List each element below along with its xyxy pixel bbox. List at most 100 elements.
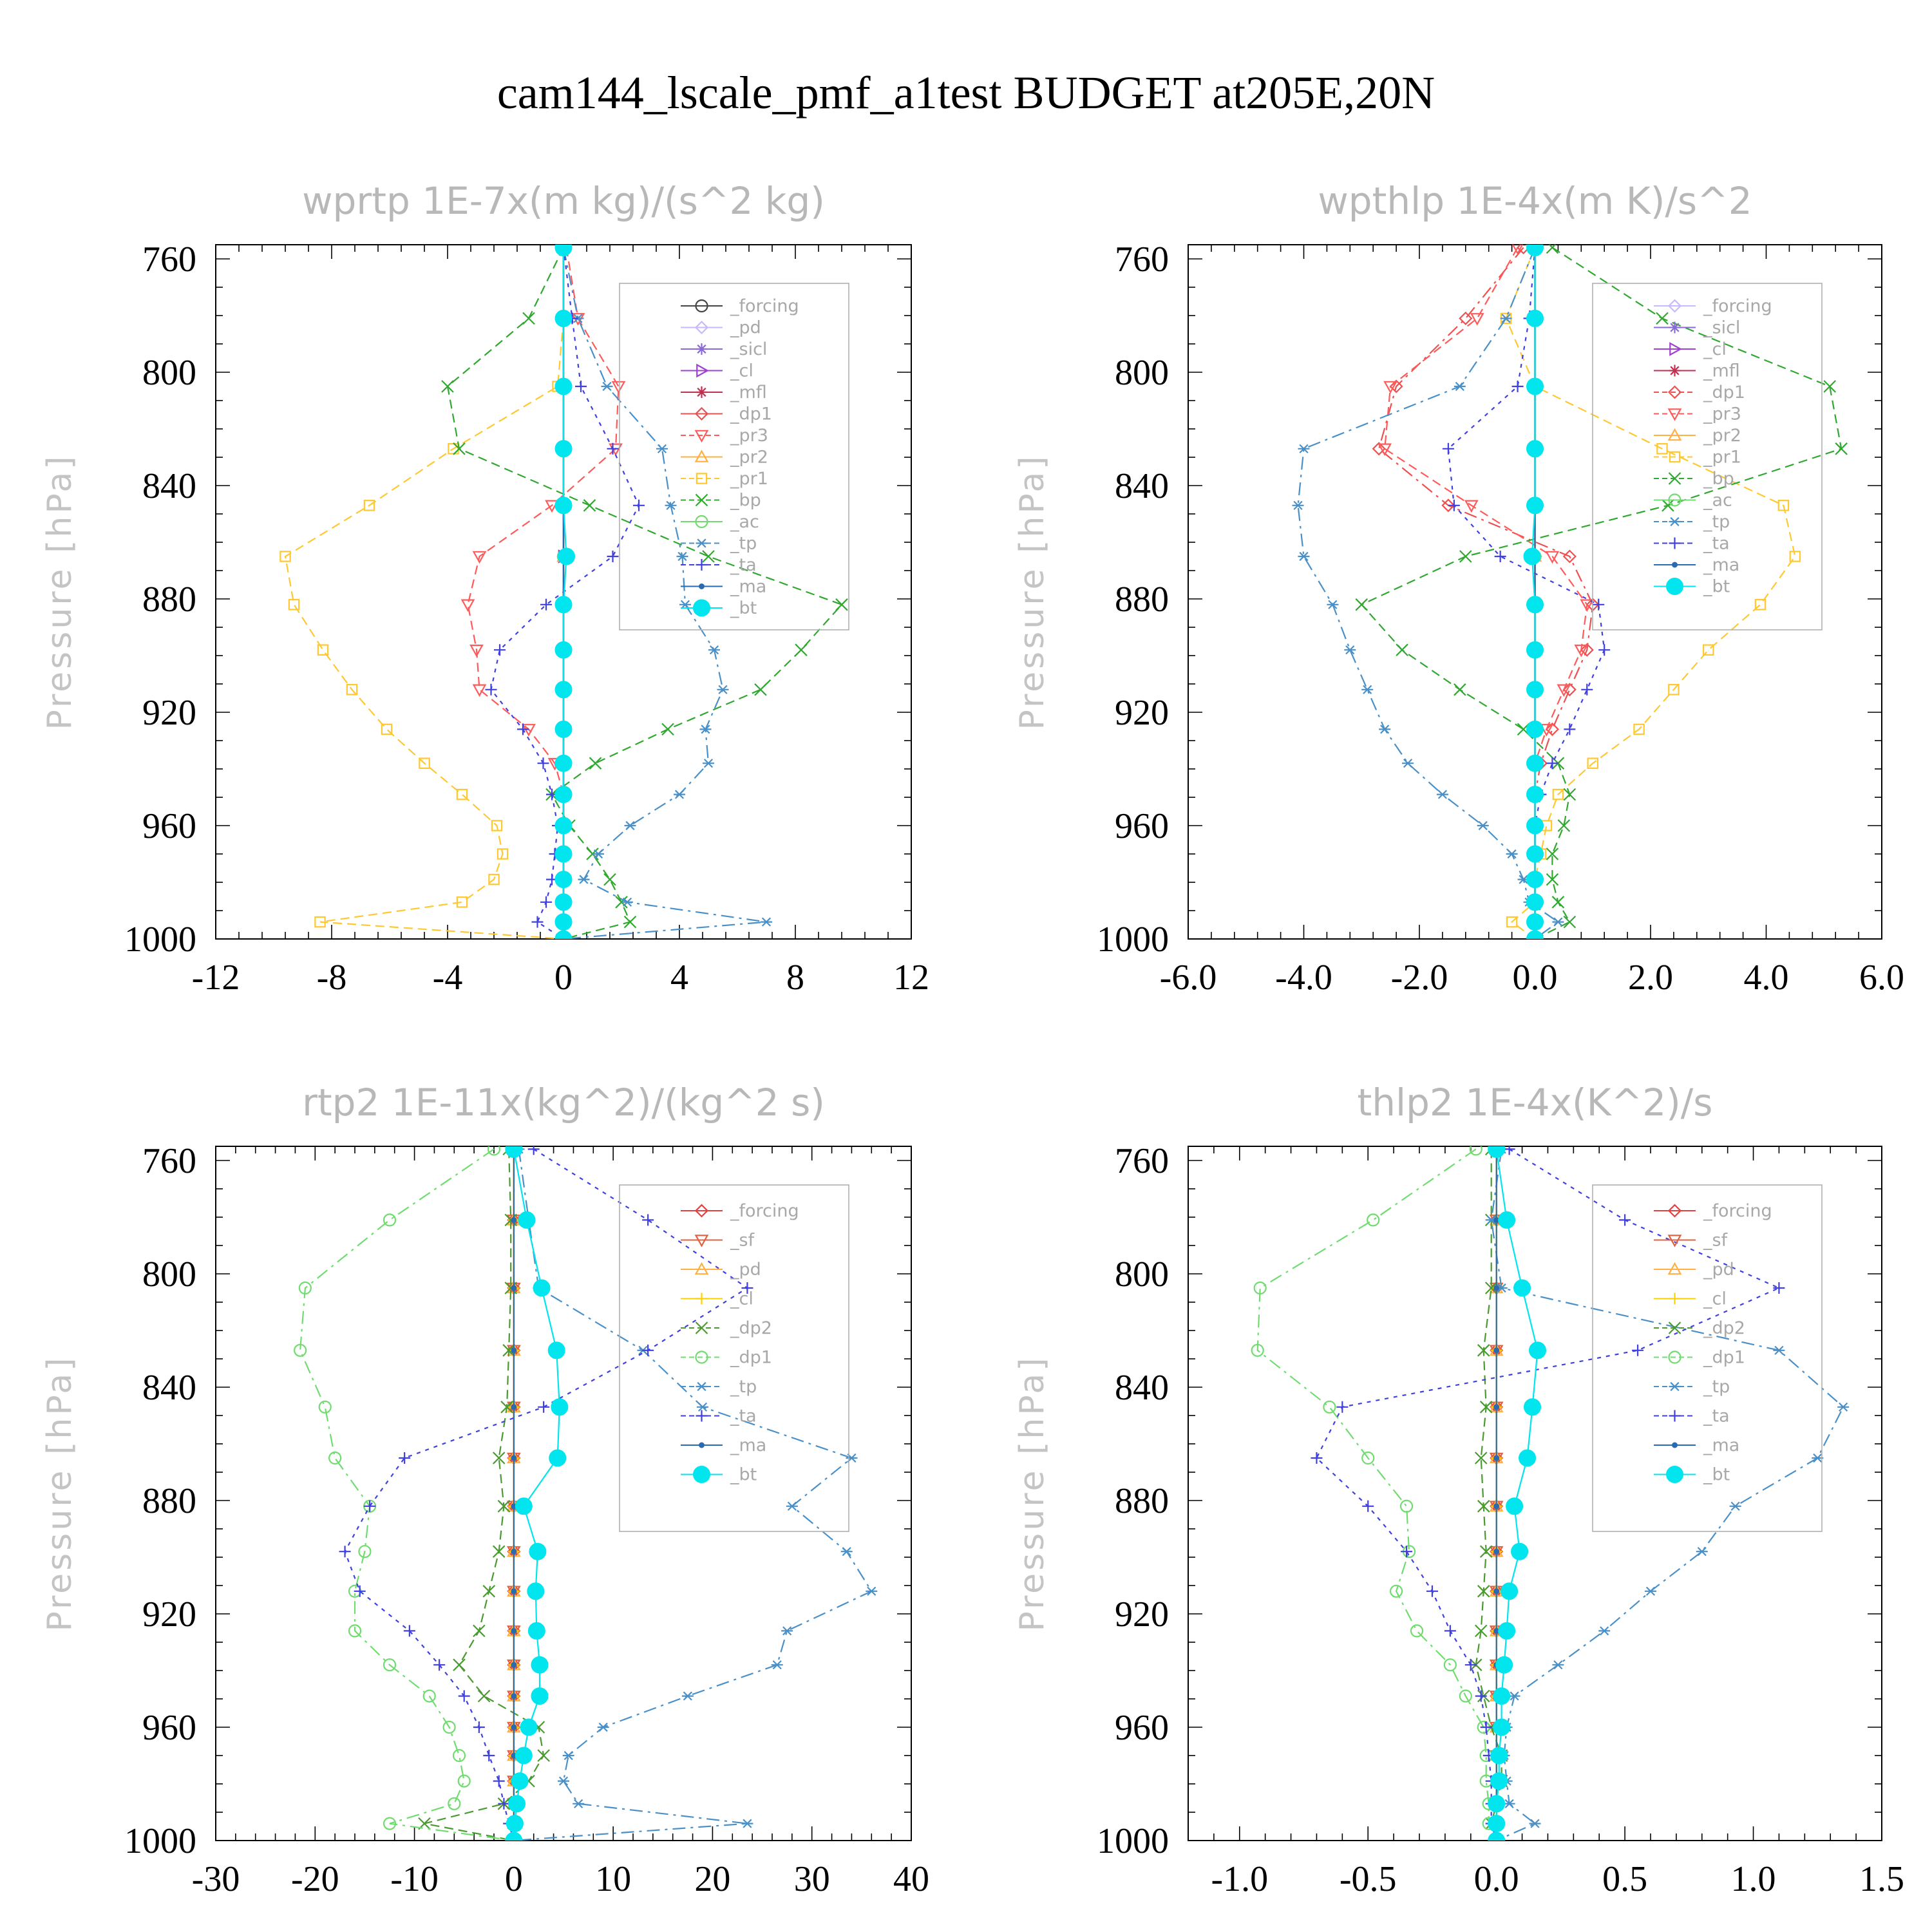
data-point (1508, 1691, 1520, 1701)
legend-label: _cl (1703, 1289, 1727, 1309)
data-point (547, 1341, 565, 1359)
legend-label: _pd (1703, 1260, 1734, 1280)
data-point (339, 1546, 351, 1558)
data-point (1477, 820, 1489, 831)
plot-area (1251, 1146, 1850, 1841)
legend-label: _bp (730, 491, 761, 511)
data-point (1703, 644, 1714, 656)
data-point (1526, 245, 1544, 256)
legend-label: _dp2 (730, 1318, 772, 1338)
data-point (494, 644, 506, 656)
legend-item: _pd (681, 318, 761, 338)
data-point (458, 1690, 470, 1702)
legend-label: _mfl (730, 383, 767, 402)
y-tick-label: 840 (1115, 1368, 1169, 1408)
data-point (1552, 917, 1564, 927)
data-point (1581, 683, 1593, 696)
data-point (1580, 643, 1594, 657)
data-point (1454, 381, 1466, 392)
data-point (1526, 913, 1544, 931)
data-point (1383, 381, 1397, 394)
legend-label: _mfl (1703, 361, 1740, 381)
data-point (1436, 790, 1448, 799)
legend-label: _cl (730, 1289, 753, 1309)
legend-item: _ta (1654, 534, 1730, 554)
y-axis-label: Pressure [hPa] (1013, 454, 1052, 730)
series-line-bp (446, 247, 843, 939)
data-point (1519, 1449, 1537, 1467)
legend-marker (696, 538, 708, 548)
legend-label: _ac (730, 512, 759, 532)
data-point (754, 683, 767, 696)
data-point (661, 723, 674, 736)
data-point (1696, 1547, 1708, 1557)
data-point (1474, 1624, 1488, 1638)
data-point (1490, 1772, 1508, 1790)
data-point (1506, 1497, 1524, 1515)
y-tick-label: 960 (142, 1708, 196, 1748)
legend-marker (1668, 1350, 1681, 1364)
legend-label: _pr2 (730, 448, 768, 468)
legend-marker (1669, 537, 1681, 549)
data-point (500, 1401, 513, 1414)
data-point (681, 1691, 694, 1701)
data-point (1253, 1281, 1267, 1295)
panel-1: wprtp 1E-7x(m kg)/(s^2 kg) Pressure [hPa]… (41, 179, 929, 998)
data-point (1498, 1211, 1516, 1229)
data-point (1493, 1687, 1511, 1705)
data-point (717, 685, 729, 694)
x-tick-label: -4.0 (1275, 958, 1332, 998)
legend-marker (1669, 1410, 1681, 1422)
x-tick-label: 4 (670, 958, 688, 998)
series-line-dp2 (424, 1149, 545, 1841)
data-point (473, 1624, 486, 1638)
data-point (554, 440, 573, 458)
legend-label: _pr2 (1703, 426, 1741, 446)
data-point (554, 641, 573, 659)
series-bt (1488, 1146, 1546, 1841)
legend-marker (696, 343, 708, 355)
data-point (504, 1213, 518, 1227)
y-tick-label: 960 (1115, 806, 1169, 846)
data-point (621, 897, 633, 907)
data-point (403, 1625, 415, 1637)
x-tick-label: 0 (554, 958, 573, 998)
data-point (529, 1542, 547, 1560)
legend-label: _dp2 (1703, 1318, 1745, 1338)
legend-item: _ac (1654, 491, 1732, 511)
legend-item: _pr1 (681, 469, 768, 489)
data-point (589, 757, 602, 770)
data-point (1633, 723, 1645, 735)
legend-item: _cl (1654, 1289, 1727, 1309)
data-point (1488, 1795, 1506, 1813)
data-point (1493, 1588, 1500, 1595)
series-line-bp (1360, 247, 1842, 939)
plot-frame (215, 1146, 912, 1841)
data-point (1545, 551, 1560, 564)
legend-marker (696, 1293, 708, 1305)
data-point (1493, 1455, 1500, 1461)
legend-label: _bt (1703, 577, 1730, 597)
series-line-pr1 (284, 247, 565, 939)
plot-area (294, 1146, 878, 1841)
legend-label: _dp1 (730, 1348, 772, 1368)
legend-marker (696, 1381, 708, 1392)
data-point (473, 1721, 485, 1733)
data-point (383, 1213, 397, 1227)
data-point (1443, 1658, 1457, 1672)
data-point (1401, 1546, 1413, 1558)
data-point (537, 1749, 550, 1762)
legend-item: _dp1 (1654, 1348, 1745, 1368)
legend-item: _bt (681, 598, 757, 618)
series-bt (505, 1146, 569, 1841)
data-point (1645, 1586, 1656, 1596)
data-point (441, 380, 454, 393)
data-point (491, 820, 503, 831)
legend-item: _ma (1654, 1435, 1739, 1455)
data-point (554, 681, 573, 699)
data-point (573, 1799, 585, 1808)
data-point (472, 551, 487, 564)
y-tick-label: 920 (1115, 1595, 1169, 1634)
legend-label: _bp (1703, 469, 1734, 489)
legend-marker (695, 299, 708, 313)
